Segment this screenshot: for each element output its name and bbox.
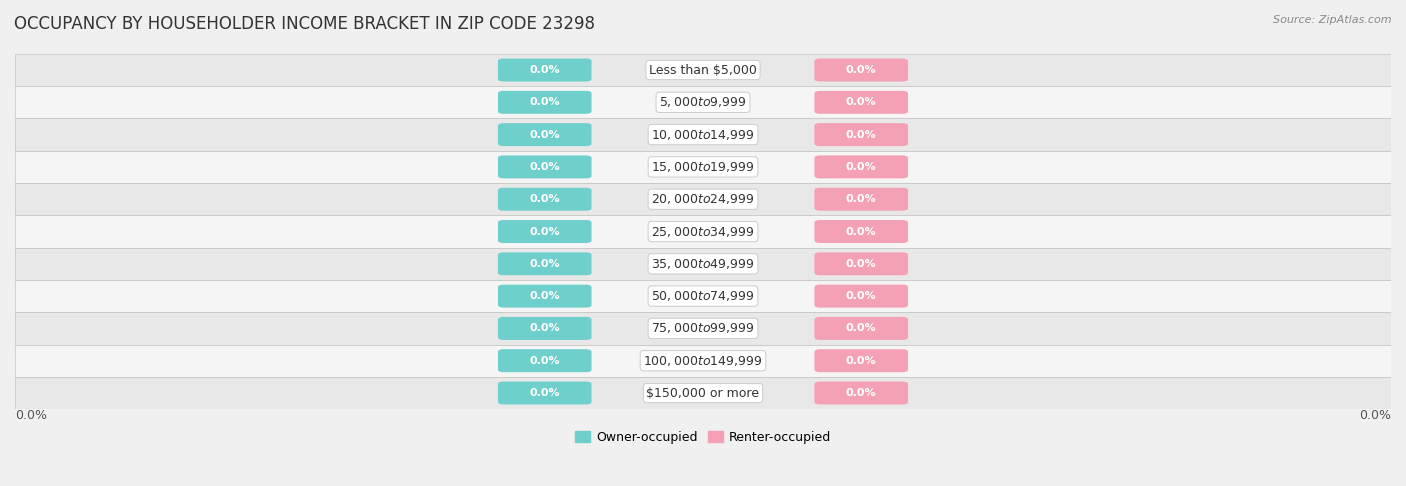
Text: 0.0%: 0.0% — [846, 388, 876, 398]
Bar — [15, 377, 1391, 409]
Bar — [15, 54, 1391, 86]
Text: 0.0%: 0.0% — [530, 323, 560, 333]
Text: 0.0%: 0.0% — [846, 65, 876, 75]
FancyBboxPatch shape — [498, 91, 592, 114]
Text: $25,000 to $34,999: $25,000 to $34,999 — [651, 225, 755, 239]
FancyBboxPatch shape — [498, 59, 592, 82]
Text: $75,000 to $99,999: $75,000 to $99,999 — [651, 321, 755, 335]
Text: 0.0%: 0.0% — [530, 65, 560, 75]
Text: $150,000 or more: $150,000 or more — [647, 386, 759, 399]
FancyBboxPatch shape — [814, 91, 908, 114]
FancyBboxPatch shape — [814, 317, 908, 340]
Text: 0.0%: 0.0% — [530, 162, 560, 172]
Bar — [15, 248, 1391, 280]
FancyBboxPatch shape — [498, 349, 592, 372]
Text: 0.0%: 0.0% — [846, 356, 876, 365]
Bar — [15, 345, 1391, 377]
Bar — [15, 312, 1391, 345]
Legend: Owner-occupied, Renter-occupied: Owner-occupied, Renter-occupied — [569, 426, 837, 449]
Text: $35,000 to $49,999: $35,000 to $49,999 — [651, 257, 755, 271]
Text: $10,000 to $14,999: $10,000 to $14,999 — [651, 128, 755, 141]
Text: 0.0%: 0.0% — [846, 97, 876, 107]
Bar — [15, 215, 1391, 248]
FancyBboxPatch shape — [814, 156, 908, 178]
FancyBboxPatch shape — [814, 123, 908, 146]
Bar — [15, 151, 1391, 183]
FancyBboxPatch shape — [498, 382, 592, 404]
Text: 0.0%: 0.0% — [15, 409, 46, 422]
FancyBboxPatch shape — [814, 285, 908, 308]
FancyBboxPatch shape — [814, 382, 908, 404]
FancyBboxPatch shape — [814, 349, 908, 372]
Bar — [15, 86, 1391, 119]
Text: 0.0%: 0.0% — [846, 323, 876, 333]
Text: $100,000 to $149,999: $100,000 to $149,999 — [644, 354, 762, 368]
Text: 0.0%: 0.0% — [530, 194, 560, 204]
Bar — [15, 119, 1391, 151]
Text: OCCUPANCY BY HOUSEHOLDER INCOME BRACKET IN ZIP CODE 23298: OCCUPANCY BY HOUSEHOLDER INCOME BRACKET … — [14, 15, 595, 33]
FancyBboxPatch shape — [498, 188, 592, 211]
Text: 0.0%: 0.0% — [530, 97, 560, 107]
FancyBboxPatch shape — [498, 220, 592, 243]
Text: 0.0%: 0.0% — [530, 388, 560, 398]
FancyBboxPatch shape — [814, 252, 908, 275]
Text: 0.0%: 0.0% — [846, 162, 876, 172]
Text: 0.0%: 0.0% — [846, 194, 876, 204]
FancyBboxPatch shape — [498, 317, 592, 340]
Text: $15,000 to $19,999: $15,000 to $19,999 — [651, 160, 755, 174]
Text: $50,000 to $74,999: $50,000 to $74,999 — [651, 289, 755, 303]
Text: 0.0%: 0.0% — [846, 130, 876, 139]
Text: 0.0%: 0.0% — [846, 226, 876, 237]
Text: 0.0%: 0.0% — [530, 291, 560, 301]
FancyBboxPatch shape — [498, 123, 592, 146]
FancyBboxPatch shape — [814, 188, 908, 211]
Text: 0.0%: 0.0% — [530, 259, 560, 269]
Text: 0.0%: 0.0% — [1360, 409, 1391, 422]
FancyBboxPatch shape — [498, 252, 592, 275]
FancyBboxPatch shape — [814, 59, 908, 82]
Text: 0.0%: 0.0% — [846, 259, 876, 269]
Text: 0.0%: 0.0% — [530, 130, 560, 139]
Bar — [15, 183, 1391, 215]
FancyBboxPatch shape — [814, 220, 908, 243]
Text: 0.0%: 0.0% — [530, 226, 560, 237]
Text: $20,000 to $24,999: $20,000 to $24,999 — [651, 192, 755, 206]
FancyBboxPatch shape — [498, 156, 592, 178]
Text: $5,000 to $9,999: $5,000 to $9,999 — [659, 95, 747, 109]
FancyBboxPatch shape — [498, 285, 592, 308]
Bar — [15, 280, 1391, 312]
Text: Less than $5,000: Less than $5,000 — [650, 64, 756, 76]
Text: 0.0%: 0.0% — [846, 291, 876, 301]
Text: Source: ZipAtlas.com: Source: ZipAtlas.com — [1274, 15, 1392, 25]
Text: 0.0%: 0.0% — [530, 356, 560, 365]
